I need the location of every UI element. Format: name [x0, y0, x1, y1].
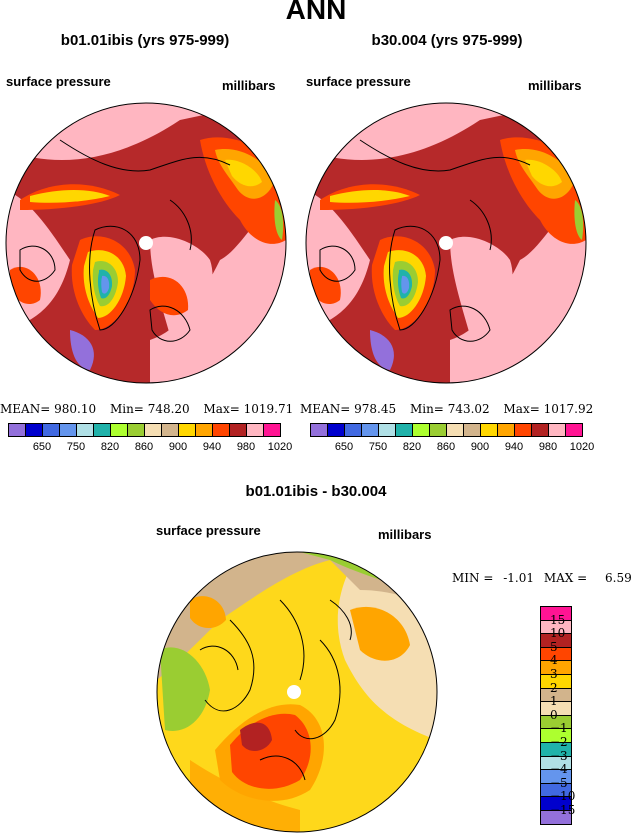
panel-right-title: b30.004 (yrs 975-999) [371, 32, 523, 49]
panel-left-title: b01.01ibis (yrs 975-999) [60, 32, 230, 49]
diff-colorbar-label: 15 [550, 612, 566, 627]
panel-left-stats: MEAN= 980.10 Min= 748.20 Max= 1019.71 [0, 402, 293, 416]
diff-colorbar-swatch [540, 810, 572, 825]
diff-colorbar-label: −10 [550, 789, 576, 804]
panel-left-colorbar-tick-label: 650 [32, 441, 52, 453]
panel-left-mean-label: MEAN= [0, 402, 51, 416]
panel-left-colorbar-tick-label: 980 [236, 441, 256, 453]
panel-left-colorbar-tick-label: 820 [100, 441, 120, 453]
diff-colorbar-label: 0 [550, 707, 558, 722]
panel-right-mean: 978.45 [354, 402, 397, 416]
panel-right-max-label: Max= [503, 402, 540, 416]
diff-min-label: MIN = [452, 571, 494, 585]
panel-right-colorbar-tick-label: 980 [538, 441, 558, 453]
panel-left-colorbar-tick-label: 940 [202, 441, 222, 453]
diff-field-label: surface pressure [156, 523, 261, 538]
panel-right-mean-label: MEAN= [300, 402, 351, 416]
panel-right-colorbar-tick-label: 750 [368, 441, 388, 453]
diff-colorbar-label: 2 [550, 680, 558, 695]
panel-left-colorbar-swatch [263, 423, 281, 437]
panel-left-max: 1019.71 [243, 402, 294, 416]
diff-colorbar-label: 5 [550, 639, 558, 654]
diff-units-label: millibars [378, 527, 432, 542]
diff-colorbar-label: 1 [550, 694, 558, 709]
panel-left-min: 748.20 [147, 402, 190, 416]
diff-colorbar-label: −4 [550, 762, 568, 777]
panel-right-min: 743.02 [447, 402, 490, 416]
panel-left-max-label: Max= [203, 402, 240, 416]
diff-colorbar-label: 10 [550, 626, 566, 641]
panel-left-colorbar-tick-label: 1020 [267, 441, 293, 453]
panel-left-mean: 980.10 [54, 402, 97, 416]
diff-colorbar-label: −15 [550, 803, 576, 817]
panel-left-min-label: Min= [109, 402, 144, 416]
diff-max-label: MAX = [543, 571, 588, 585]
diff-colorbar-label: 4 [550, 653, 558, 668]
panel-right-colorbar-tick-label: 940 [504, 441, 524, 453]
panel-left-field-label: surface pressure [6, 74, 111, 89]
diff-title: b01.01ibis - b30.004 [245, 483, 387, 500]
diff-colorbar-label: −1 [550, 721, 568, 736]
panel-right-units-label: millibars [528, 78, 582, 93]
diff-colorbar-label: −5 [550, 775, 568, 790]
diff-stats: MIN = -1.01 MAX = 6.59 [452, 571, 632, 585]
diff-colorbar-label: 3 [550, 667, 558, 681]
diff-min: -1.01 [503, 571, 535, 585]
panel-right-colorbar-swatch [565, 423, 583, 437]
panel-left-units-label: millibars [222, 78, 276, 93]
panel-right-min-label: Min= [409, 402, 444, 416]
panel-right-colorbar-tick-label: 860 [436, 441, 456, 453]
page-title: ANN [285, 0, 347, 25]
panel-right-field-label: surface pressure [306, 74, 411, 89]
panel-right-colorbar-tick-label: 650 [334, 441, 354, 453]
panel-right-colorbar-tick-label: 900 [470, 441, 490, 453]
panel-left-colorbar-tick-label: 860 [134, 441, 154, 453]
panel-right-colorbar-tick-label: 820 [402, 441, 422, 453]
panel-right-max: 1017.92 [543, 402, 594, 416]
diff-colorbar-label: −2 [550, 735, 568, 749]
diff-colorbar-label: −3 [550, 748, 568, 763]
panel-left-colorbar-tick-label: 900 [168, 441, 188, 453]
panel-left-colorbar-tick-label: 750 [66, 441, 86, 453]
diff-max: 6.59 [605, 571, 632, 585]
panel-right-stats: MEAN= 978.45 Min= 743.02 Max= 1017.92 [300, 402, 593, 416]
panel-right-colorbar-tick-label: 1020 [569, 441, 595, 453]
